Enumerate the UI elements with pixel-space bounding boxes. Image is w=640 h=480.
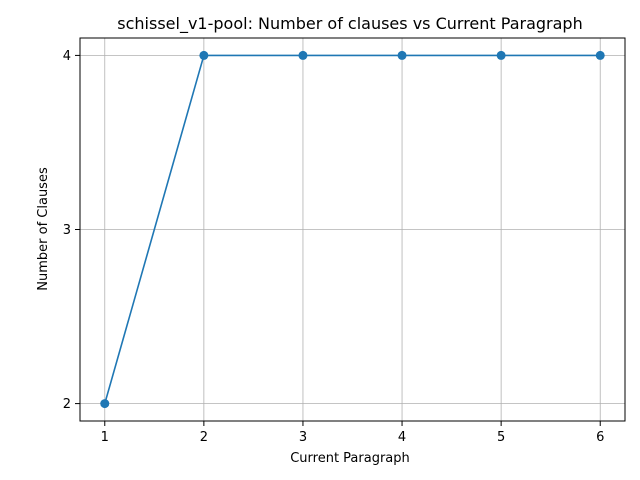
y-tick-label: 2 — [63, 397, 71, 412]
data-point — [100, 399, 110, 409]
chart-title: schissel_v1-pool: Number of clauses vs C… — [117, 14, 582, 34]
x-tick-label: 5 — [497, 430, 505, 445]
data-point — [496, 50, 506, 60]
ticks: 1 2 3 4 5 6 2 3 4 — [63, 49, 605, 445]
y-tick-label: 4 — [63, 49, 71, 64]
series-layer — [100, 50, 605, 409]
x-tick-label: 2 — [200, 430, 208, 445]
data-point — [199, 50, 209, 60]
x-tick-label: 6 — [596, 430, 604, 445]
data-point — [298, 50, 308, 60]
series-line — [104, 54, 601, 404]
x-tick-label: 1 — [101, 430, 109, 445]
x-tick-label: 4 — [398, 430, 406, 445]
x-tick-label: 3 — [299, 430, 307, 445]
x-axis-label: Current Paragraph — [290, 451, 410, 466]
data-point — [595, 50, 605, 60]
data-point — [397, 50, 407, 60]
y-axis-label: Number of Clauses — [36, 167, 51, 291]
y-tick-label: 3 — [63, 223, 71, 238]
